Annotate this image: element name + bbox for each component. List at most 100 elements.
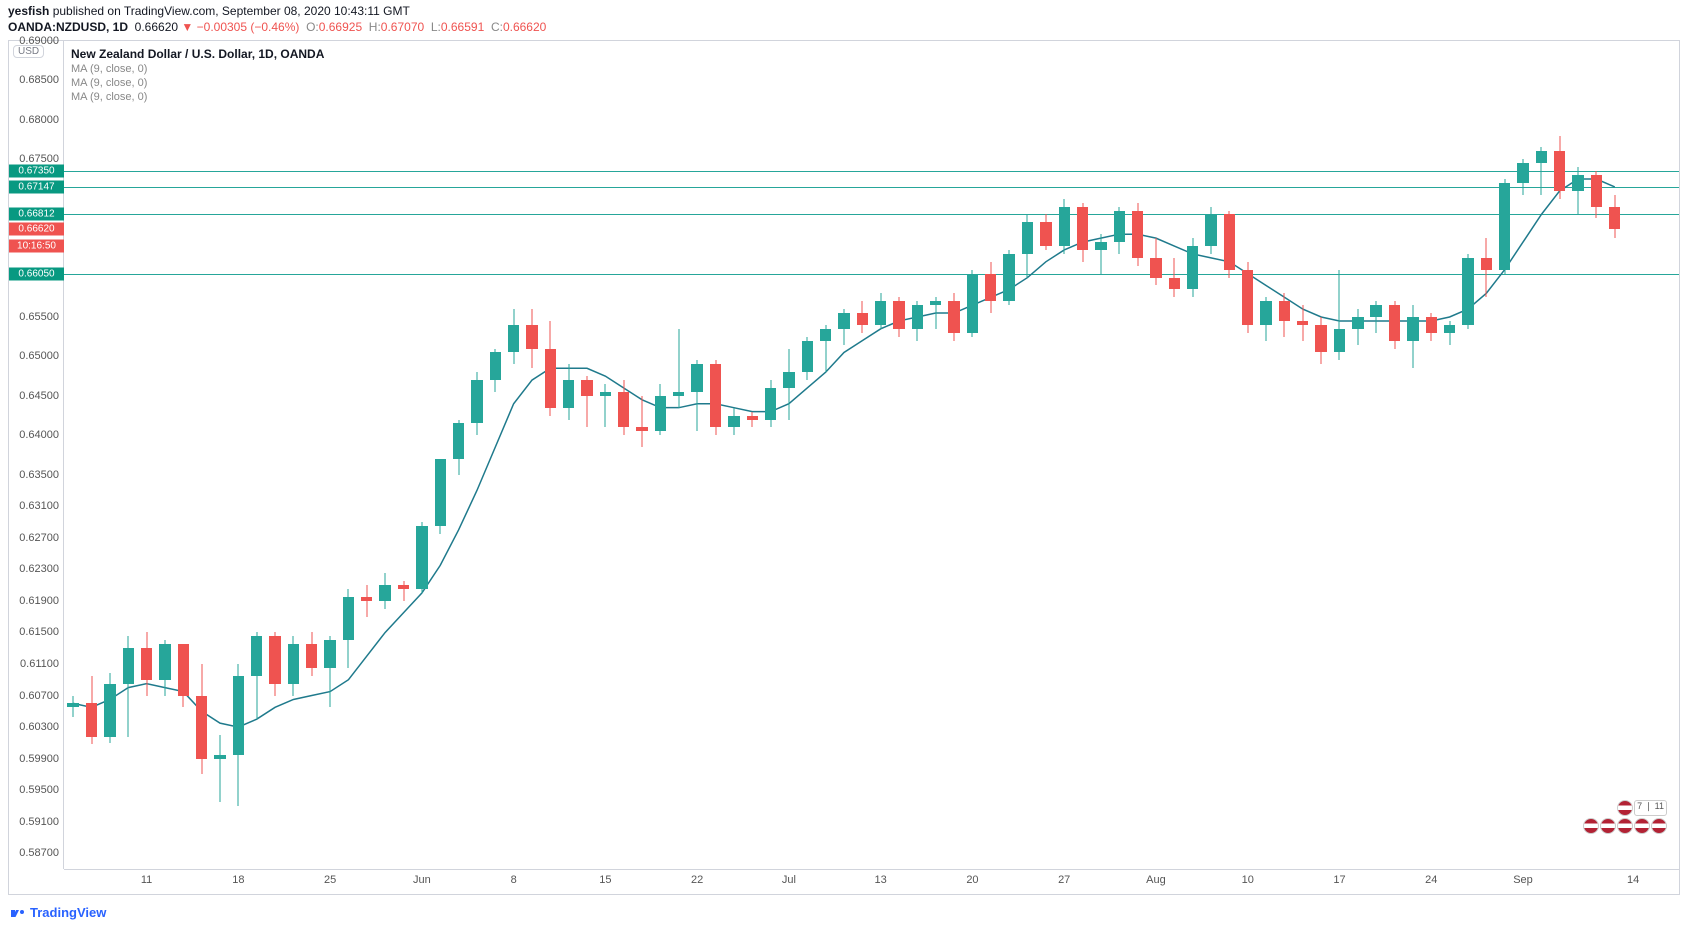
price-tag: 0.66620 [9, 222, 64, 235]
last-price: 0.66620 [135, 20, 178, 34]
candle [1077, 41, 1088, 869]
candle [1370, 41, 1381, 869]
candle [967, 41, 978, 869]
x-axis[interactable]: 111825Jun81522Jul132027Aug101724Sep14 [64, 869, 1679, 894]
symbol: OANDA:NZDUSD, 1D [8, 20, 128, 34]
candle [930, 41, 941, 869]
y-tick-label: 0.59900 [19, 753, 59, 765]
candle [1297, 41, 1308, 869]
candle [1022, 41, 1033, 869]
candle [508, 41, 519, 869]
candle [545, 41, 556, 869]
candle [765, 41, 776, 869]
candle [636, 41, 647, 869]
event-badge: 7 ❘ 11 [1634, 800, 1667, 816]
candle [196, 41, 207, 869]
chart-container[interactable]: USD 0.690000.685000.680000.675000.655000… [8, 40, 1680, 895]
flag-icon [1583, 818, 1599, 834]
candle [159, 41, 170, 869]
candle [324, 41, 335, 869]
y-tick-label: 0.62300 [19, 563, 59, 575]
candle [691, 41, 702, 869]
chart-header: yesfish published on TradingView.com, Se… [0, 0, 1688, 38]
x-tick-label: 27 [1058, 874, 1070, 886]
candle [985, 41, 996, 869]
y-tick-label: 0.60700 [19, 690, 59, 702]
y-tick-label: 0.58700 [19, 847, 59, 859]
flag-icon [1600, 818, 1616, 834]
chart-legend: New Zealand Dollar / U.S. Dollar, 1D, OA… [71, 47, 324, 103]
x-tick-label: 18 [232, 874, 244, 886]
candle [1536, 41, 1547, 869]
y-tick-label: 0.69000 [19, 35, 59, 47]
candle [838, 41, 849, 869]
candle [1260, 41, 1271, 869]
low-value: 0.66591 [441, 20, 484, 34]
y-tick-label: 0.61100 [20, 658, 59, 670]
author-name: yesfish [8, 4, 49, 18]
candle [893, 41, 904, 869]
candle [857, 41, 868, 869]
flag-icon [1634, 818, 1650, 834]
x-tick-label: 24 [1425, 874, 1437, 886]
candle [178, 41, 189, 869]
candle [1334, 41, 1345, 869]
x-tick-label: 13 [875, 874, 887, 886]
y-tick-label: 0.65000 [19, 350, 59, 362]
footer-brand[interactable]: TradingView [8, 903, 106, 921]
candle [581, 41, 592, 869]
candle [1040, 41, 1051, 869]
candle [802, 41, 813, 869]
change: −0.00305 (−0.46%) [197, 20, 300, 34]
candle [1352, 41, 1363, 869]
candle [526, 41, 537, 869]
publish-info: yesfish published on TradingView.com, Se… [8, 4, 1680, 18]
tradingview-icon [8, 903, 26, 921]
y-axis[interactable]: USD 0.690000.685000.680000.675000.655000… [9, 41, 64, 869]
y-tick-label: 0.61900 [19, 595, 59, 607]
candle [1242, 41, 1253, 869]
x-tick-label: 11 [141, 874, 152, 886]
candle [435, 41, 446, 869]
plot-area[interactable] [64, 41, 1679, 869]
candle [86, 41, 97, 869]
candle [563, 41, 574, 869]
candle [471, 41, 482, 869]
x-tick-label: Jul [782, 874, 796, 886]
candle [1059, 41, 1070, 869]
candle [912, 41, 923, 869]
price-tag: 0.67147 [9, 181, 64, 194]
y-tick-label: 0.67500 [19, 153, 59, 165]
candle [1572, 41, 1583, 869]
candle [783, 41, 794, 869]
candle [948, 41, 959, 869]
candle [1407, 41, 1418, 869]
candle [1114, 41, 1125, 869]
x-tick-label: 8 [511, 874, 517, 886]
candle [343, 41, 354, 869]
candle [747, 41, 758, 869]
x-tick-label: 14 [1627, 874, 1639, 886]
candle [1279, 41, 1290, 869]
candle [1609, 41, 1620, 869]
price-tag: 0.66812 [9, 207, 64, 220]
candle [1169, 41, 1180, 869]
candle [104, 41, 115, 869]
x-tick-label: Aug [1146, 874, 1166, 886]
candle [1389, 41, 1400, 869]
candle [1224, 41, 1235, 869]
candle [214, 41, 225, 869]
ma-legend-1: MA (9, close, 0) [71, 63, 324, 75]
y-tick-label: 0.64500 [19, 390, 59, 402]
candle [1499, 41, 1510, 869]
candle [288, 41, 299, 869]
x-tick-label: 15 [599, 874, 611, 886]
y-tick-label: 0.59100 [19, 816, 59, 828]
candle [453, 41, 464, 869]
candle [1462, 41, 1473, 869]
y-tick-label: 0.65500 [19, 311, 59, 323]
high-value: 0.67070 [381, 20, 424, 34]
candle [1095, 41, 1106, 869]
candle [673, 41, 684, 869]
candle [1481, 41, 1492, 869]
